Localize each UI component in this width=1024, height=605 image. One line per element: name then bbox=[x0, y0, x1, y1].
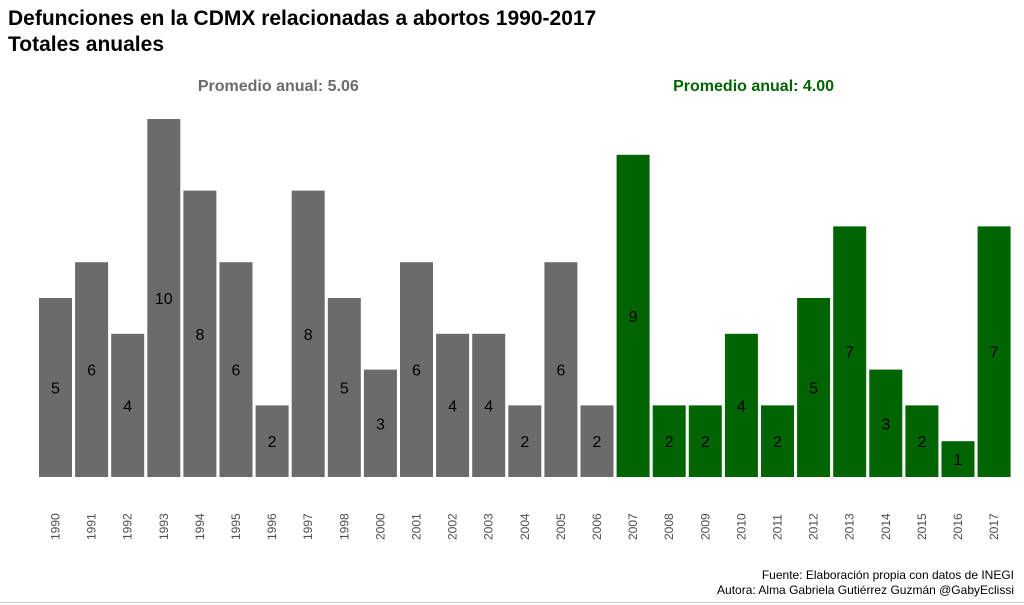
bar-1994 bbox=[183, 190, 217, 477]
bar-1998 bbox=[327, 298, 361, 477]
x-tick-label-1994: 1994 bbox=[193, 513, 207, 540]
value-label-2016: 1 bbox=[954, 452, 963, 469]
x-tick-label-2000: 2000 bbox=[373, 513, 387, 540]
x-tick-label-1997: 1997 bbox=[301, 513, 315, 540]
bar-2009 bbox=[688, 405, 722, 477]
bar-2015 bbox=[905, 405, 939, 477]
x-tick-label-2007: 2007 bbox=[626, 513, 640, 540]
bar-1997 bbox=[291, 190, 325, 477]
x-tick-label-2002: 2002 bbox=[446, 513, 460, 540]
value-label-2001: 6 bbox=[412, 363, 421, 380]
bar-2012 bbox=[797, 298, 831, 477]
bar-2005 bbox=[544, 262, 578, 477]
bar-1993 bbox=[147, 119, 181, 477]
bar-chart: Promedio anual: 5.06 Promedio anual: 4.00… bbox=[39, 78, 1011, 540]
x-tick-label-2008: 2008 bbox=[662, 513, 676, 540]
value-label-2010: 4 bbox=[737, 398, 746, 415]
x-tick-label-1995: 1995 bbox=[229, 513, 243, 540]
x-tick-label-1992: 1992 bbox=[121, 513, 135, 540]
x-tick-label-2009: 2009 bbox=[698, 513, 712, 540]
bar-2017 bbox=[977, 226, 1011, 477]
bar-2006 bbox=[580, 405, 614, 477]
bar-1995 bbox=[219, 262, 253, 477]
x-tick-label-2010: 2010 bbox=[734, 513, 748, 540]
value-label-1990: 5 bbox=[51, 381, 60, 398]
average-annotation-1990-2006: Promedio anual: 5.06 bbox=[198, 78, 359, 95]
value-label-2009: 2 bbox=[701, 434, 710, 451]
source-caption: Fuente: Elaboración propia con datos de … bbox=[761, 568, 1014, 582]
value-label-2012: 5 bbox=[809, 381, 818, 398]
bar-1990 bbox=[39, 298, 72, 477]
value-label-1995: 6 bbox=[232, 363, 241, 380]
x-tick-label-2005: 2005 bbox=[554, 513, 568, 540]
value-label-2017: 7 bbox=[990, 345, 999, 362]
x-tick-label-2015: 2015 bbox=[915, 513, 929, 540]
x-tick-label-2006: 2006 bbox=[590, 513, 604, 540]
bar-2013 bbox=[833, 226, 867, 477]
bar-2008 bbox=[652, 405, 686, 477]
value-label-1992: 4 bbox=[123, 398, 132, 415]
chart-title: Defunciones en la CDMX relacionadas a ab… bbox=[8, 7, 597, 30]
chart-subtitle: Totales anuales bbox=[8, 33, 165, 56]
value-labels-layer: 5 6 4 10 8 6 2 8 5 3 6 4 4 2 6 2 9 2 2 4 2 5 7 3 2 1 7 bbox=[51, 291, 999, 469]
x-tick-label-2001: 2001 bbox=[410, 513, 424, 540]
value-label-1996: 2 bbox=[268, 434, 277, 451]
bars-layer bbox=[39, 119, 1011, 478]
value-label-2013: 7 bbox=[845, 345, 854, 362]
value-label-2002: 4 bbox=[448, 398, 457, 415]
value-label-1991: 6 bbox=[87, 363, 96, 380]
bar-1992 bbox=[111, 333, 145, 477]
value-label-2007: 9 bbox=[629, 309, 638, 326]
bottom-divider bbox=[0, 602, 1024, 603]
x-tick-label-2012: 2012 bbox=[807, 513, 821, 540]
x-tick-label-1990: 1990 bbox=[49, 513, 63, 540]
x-tick-label-1991: 1991 bbox=[85, 513, 99, 540]
x-tick-label-2017: 2017 bbox=[987, 513, 1001, 540]
x-tick-label-1996: 1996 bbox=[265, 513, 279, 540]
bar-2007 bbox=[616, 154, 650, 478]
bar-2016 bbox=[941, 441, 975, 477]
bar-2011 bbox=[761, 405, 794, 477]
bar-1991 bbox=[75, 262, 109, 477]
x-tick-label-2014: 2014 bbox=[879, 513, 893, 540]
bar-2000 bbox=[363, 369, 397, 477]
value-label-2004: 2 bbox=[520, 434, 529, 451]
value-label-2006: 2 bbox=[593, 434, 602, 451]
bar-2010 bbox=[724, 333, 758, 477]
x-tick-label-1998: 1998 bbox=[337, 513, 351, 540]
bar-2002 bbox=[436, 333, 470, 477]
value-label-2014: 3 bbox=[881, 416, 890, 433]
x-tick-label-1993: 1993 bbox=[157, 513, 171, 540]
value-label-1993: 10 bbox=[155, 291, 173, 308]
annotations-layer: Promedio anual: 5.06 Promedio anual: 4.00 bbox=[198, 78, 834, 95]
bar-1996 bbox=[255, 405, 289, 477]
value-label-1998: 5 bbox=[340, 381, 349, 398]
bar-2003 bbox=[472, 333, 506, 477]
x-tick-label-2003: 2003 bbox=[482, 513, 496, 540]
value-label-2008: 2 bbox=[665, 434, 674, 451]
value-label-2011: 2 bbox=[773, 434, 782, 451]
x-tick-label-2004: 2004 bbox=[518, 513, 532, 540]
author-caption: Autora: Alma Gabriela Gutiérrez Guzmán @… bbox=[717, 583, 1014, 597]
value-label-2000: 3 bbox=[376, 416, 385, 433]
value-label-2015: 2 bbox=[917, 434, 926, 451]
value-label-2005: 6 bbox=[556, 363, 565, 380]
average-annotation-2007-2017: Promedio anual: 4.00 bbox=[673, 78, 834, 95]
x-tick-label-2016: 2016 bbox=[951, 513, 965, 540]
value-label-2003: 4 bbox=[484, 398, 493, 415]
x-tick-label-2011: 2011 bbox=[771, 514, 785, 540]
x-tick-labels-layer: 1990 1991 1992 1993 1994 1995 1996 1997 1998 2000… bbox=[49, 513, 1002, 540]
bar-2004 bbox=[508, 405, 542, 477]
value-label-1994: 8 bbox=[195, 327, 204, 344]
bar-2001 bbox=[400, 262, 433, 477]
bar-2014 bbox=[869, 369, 903, 477]
x-tick-label-2013: 2013 bbox=[843, 513, 857, 540]
value-label-1997: 8 bbox=[304, 327, 313, 344]
